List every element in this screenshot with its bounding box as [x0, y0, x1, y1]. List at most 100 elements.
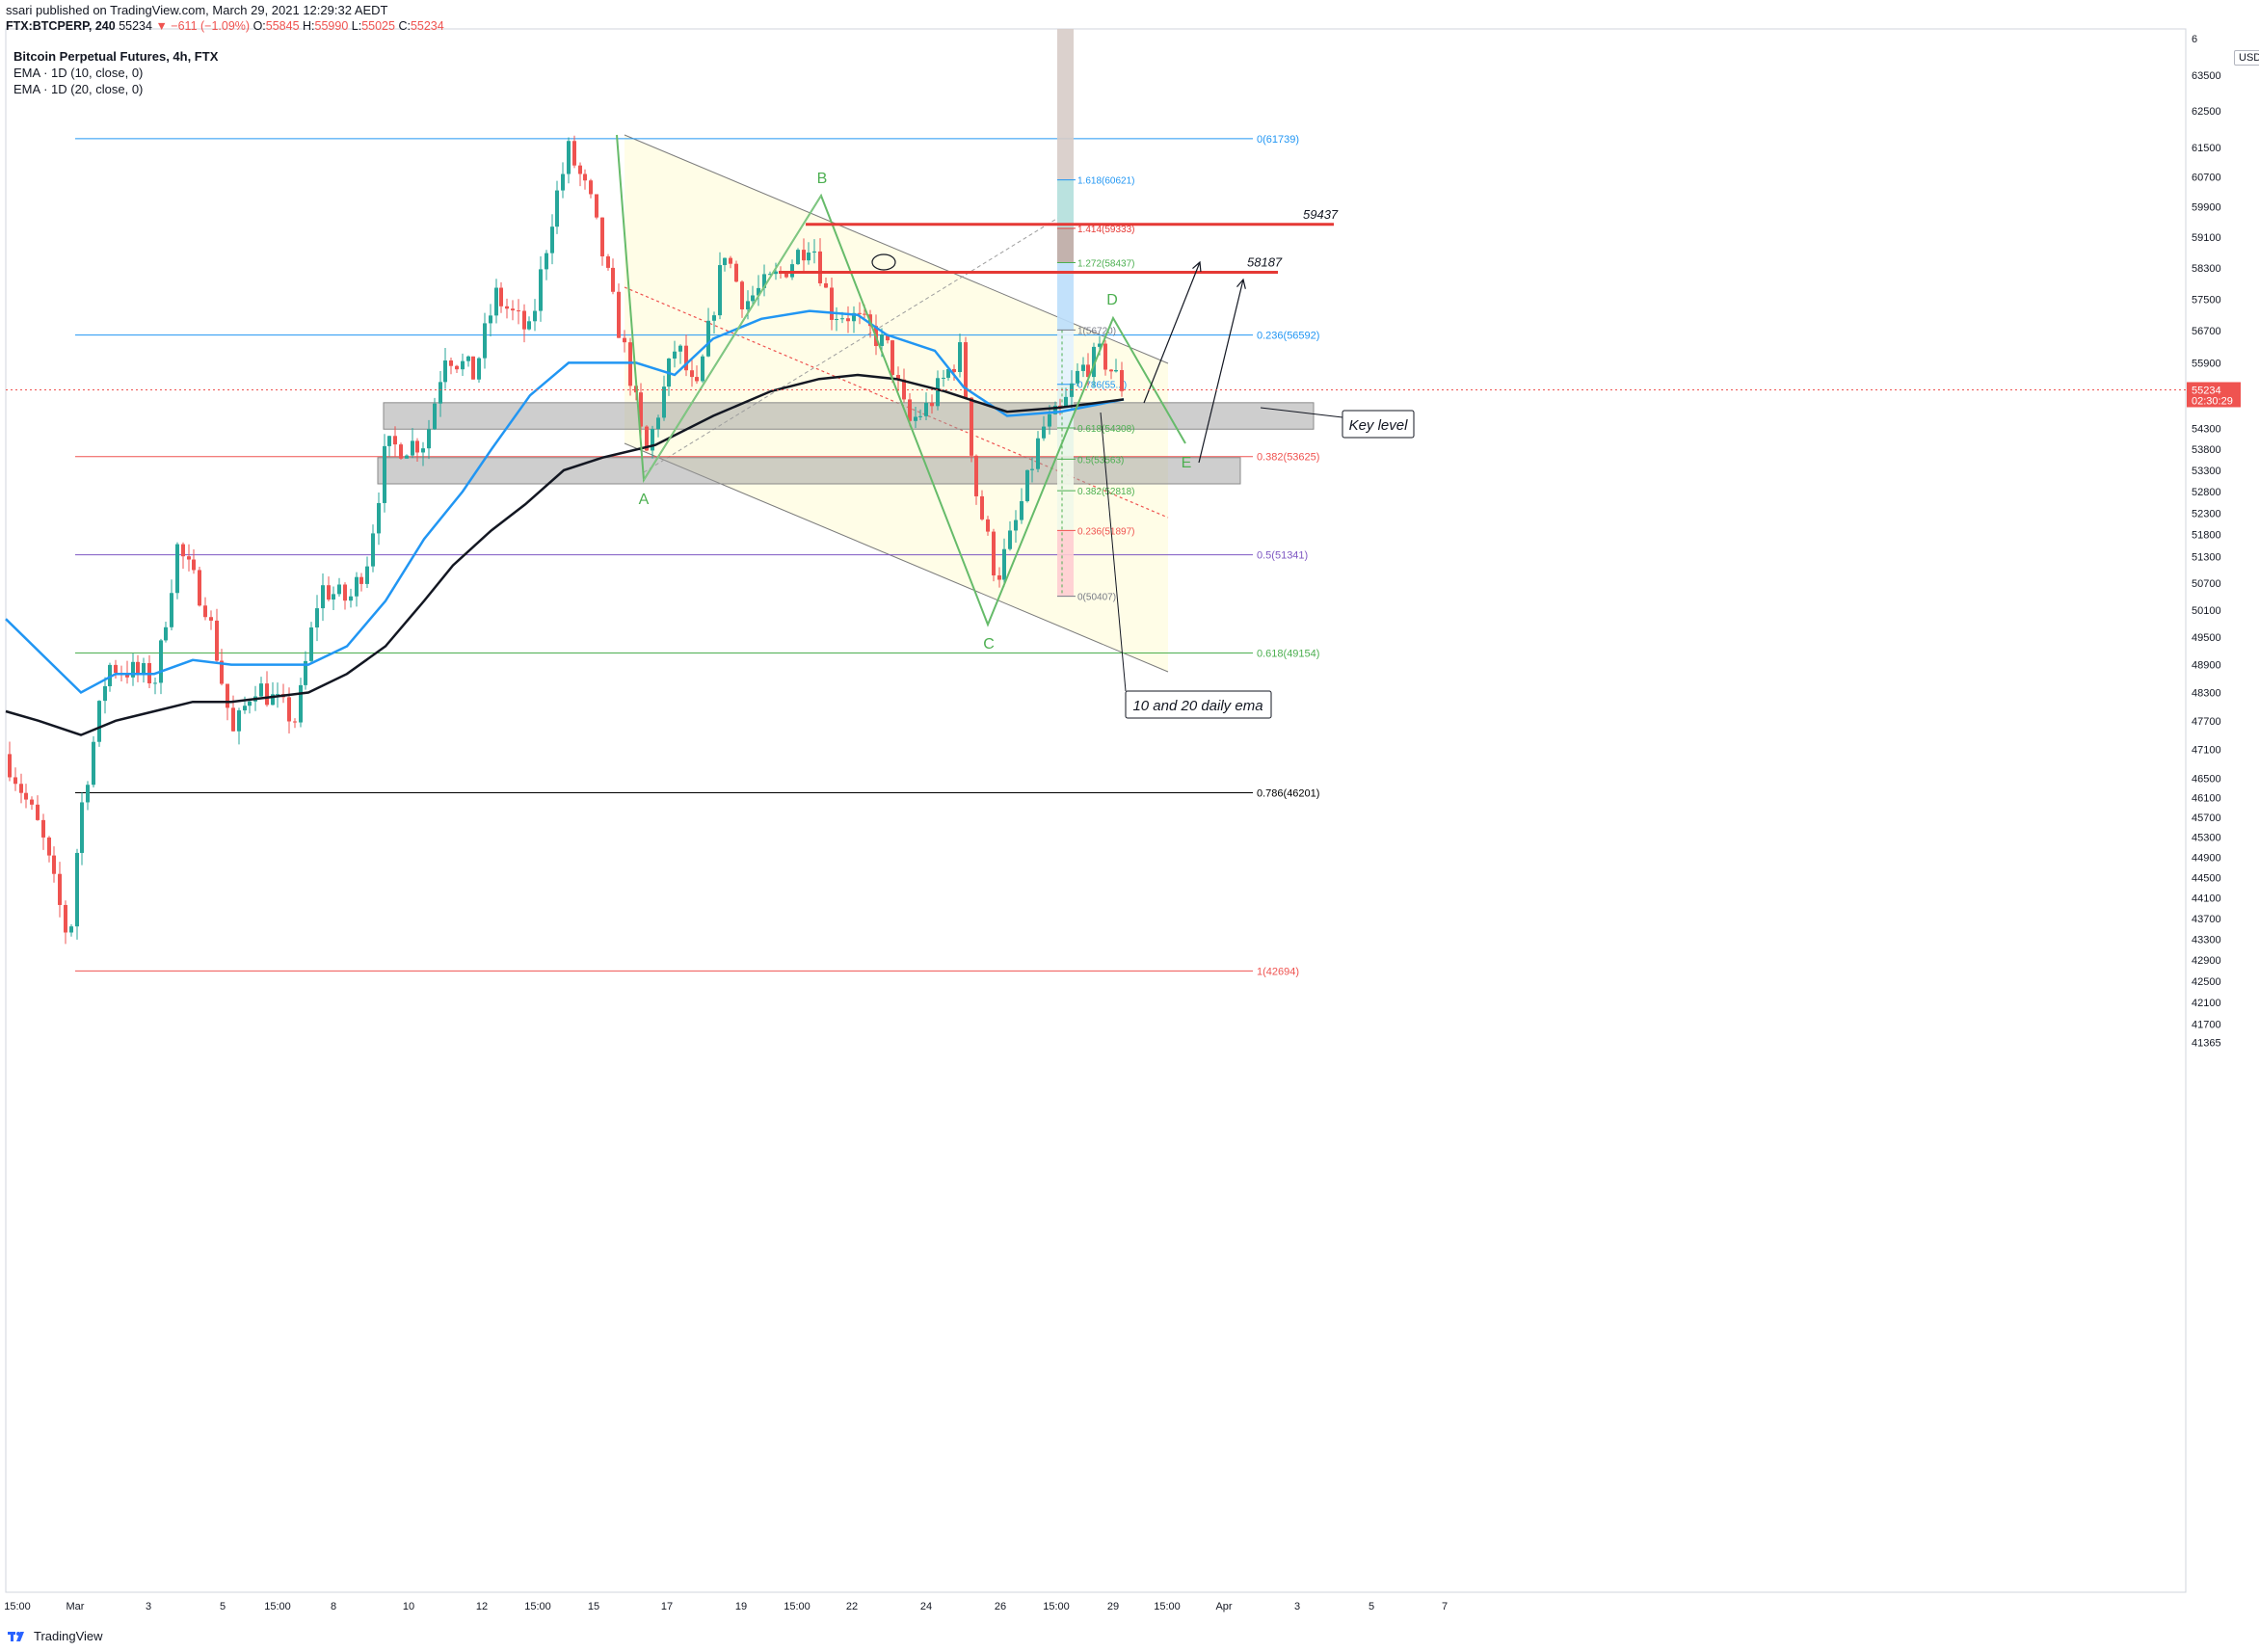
price-tick: 47700 — [2192, 716, 2221, 728]
pattern-label: C — [983, 636, 995, 653]
candle-down — [1103, 343, 1107, 370]
candle-down — [858, 312, 862, 314]
candle-up — [718, 265, 722, 316]
time-tick: 8 — [331, 1601, 336, 1612]
candle-up — [387, 436, 391, 446]
price-tick: 41365 — [2192, 1037, 2221, 1049]
candle-down — [964, 342, 968, 398]
fib-ext-label: 0.236(51897) — [1077, 526, 1135, 537]
candle-down — [970, 397, 973, 456]
price-tick: 42500 — [2192, 976, 2221, 988]
candle-up — [332, 594, 335, 600]
candle-up — [489, 315, 492, 324]
fib-ext-label: 1(56720) — [1077, 326, 1116, 336]
candle-down — [992, 531, 996, 576]
fib-ext-band — [1057, 29, 1074, 180]
candle-up — [958, 342, 962, 372]
candle-up — [443, 360, 447, 383]
candle-up — [757, 287, 760, 296]
candle-up — [840, 318, 844, 320]
candle-up — [790, 264, 794, 278]
candle-down — [729, 257, 732, 264]
candle-down — [226, 683, 229, 708]
candle-down — [578, 165, 582, 174]
published-line: ssari published on TradingView.com, Marc… — [6, 3, 388, 17]
lower-zone — [377, 457, 1241, 485]
candle-down — [114, 664, 118, 674]
time-tick: 5 — [1369, 1601, 1374, 1612]
candle-up — [142, 663, 146, 674]
low-label: L: — [351, 19, 362, 33]
candle-down — [499, 287, 503, 306]
candle-down — [24, 792, 28, 800]
candle-up — [651, 429, 654, 451]
candle-up — [477, 358, 481, 380]
footer: TradingView — [8, 1629, 103, 1643]
legend-ema20[interactable]: EMA · 1D (20, close, 0) — [13, 82, 144, 96]
candle-down — [784, 272, 788, 278]
price-tick: 52800 — [2192, 487, 2221, 498]
candle-down — [600, 217, 604, 256]
candle-up — [377, 502, 381, 534]
fib-ext-label: 1.272(58437) — [1077, 259, 1135, 270]
circle-doodle — [871, 253, 896, 271]
legend-ema10[interactable]: EMA · 1D (10, close, 0) — [13, 66, 144, 80]
footer-brand: TradingView — [34, 1629, 103, 1643]
candle-down — [505, 306, 509, 309]
candle-up — [673, 351, 677, 359]
candle-down — [231, 707, 235, 732]
symbol: FTX:BTCPERP, 240 — [6, 19, 116, 33]
candle-up — [914, 416, 917, 421]
candle-up — [1092, 346, 1096, 378]
axes: 63500 62500 61500 60700 59900 59100 58300 57500… — [4, 34, 2241, 1612]
candle-down — [8, 754, 12, 778]
candle-down — [511, 308, 515, 311]
candle-up — [723, 257, 727, 266]
low-value: 55025 — [361, 19, 395, 33]
candle-down — [572, 141, 576, 166]
candle-up — [427, 429, 431, 449]
candle-up — [1002, 548, 1006, 580]
candle-down — [997, 575, 1001, 580]
candle-down — [192, 559, 196, 571]
candle-up — [170, 593, 173, 627]
candle-up — [1048, 413, 1051, 427]
indicator-legend[interactable]: Bitcoin Perpetual Futures, 4h, FTX EMA ·… — [13, 48, 218, 97]
price-tick: 45300 — [2192, 833, 2221, 844]
candle-up — [1025, 469, 1029, 502]
candle-up — [237, 710, 241, 732]
candle-down — [220, 660, 224, 684]
candle-down — [399, 444, 403, 459]
candle-up — [1030, 468, 1034, 470]
ema-note-text: 10 and 20 daily ema — [1132, 698, 1262, 714]
ema20-line — [5, 373, 1125, 736]
candle-up — [153, 682, 157, 684]
candle-down — [415, 440, 419, 453]
candle-up — [1098, 343, 1102, 347]
candle-up — [751, 295, 755, 302]
fib-ext-band — [1057, 330, 1074, 385]
candle-down — [30, 799, 34, 805]
candle-up — [365, 566, 369, 584]
candle-down — [215, 620, 219, 661]
support-zones — [377, 402, 1315, 485]
candle-down — [863, 313, 866, 315]
fib-level-label: 0.5(51341) — [1257, 550, 1308, 562]
price-tick: 50100 — [2192, 605, 2221, 617]
currency-badge[interactable]: USD — [2234, 50, 2259, 66]
candle-up — [768, 274, 772, 276]
ema10-line — [5, 309, 1125, 695]
candle-down — [623, 337, 626, 343]
time-tick: 22 — [846, 1601, 858, 1612]
time-tick: 15:00 — [4, 1601, 31, 1612]
fib-level-label: 0.236(56592) — [1257, 331, 1319, 342]
key-level-zone — [383, 402, 1315, 430]
time-tick: 12 — [476, 1601, 488, 1612]
price-tick: 46100 — [2192, 793, 2221, 805]
extension-trend-line — [643, 217, 1059, 473]
key-level-box — [1342, 410, 1415, 439]
ema-note-pointer — [1100, 412, 1127, 692]
price-tick: 56700 — [2192, 326, 2221, 337]
candle-up — [321, 585, 325, 609]
